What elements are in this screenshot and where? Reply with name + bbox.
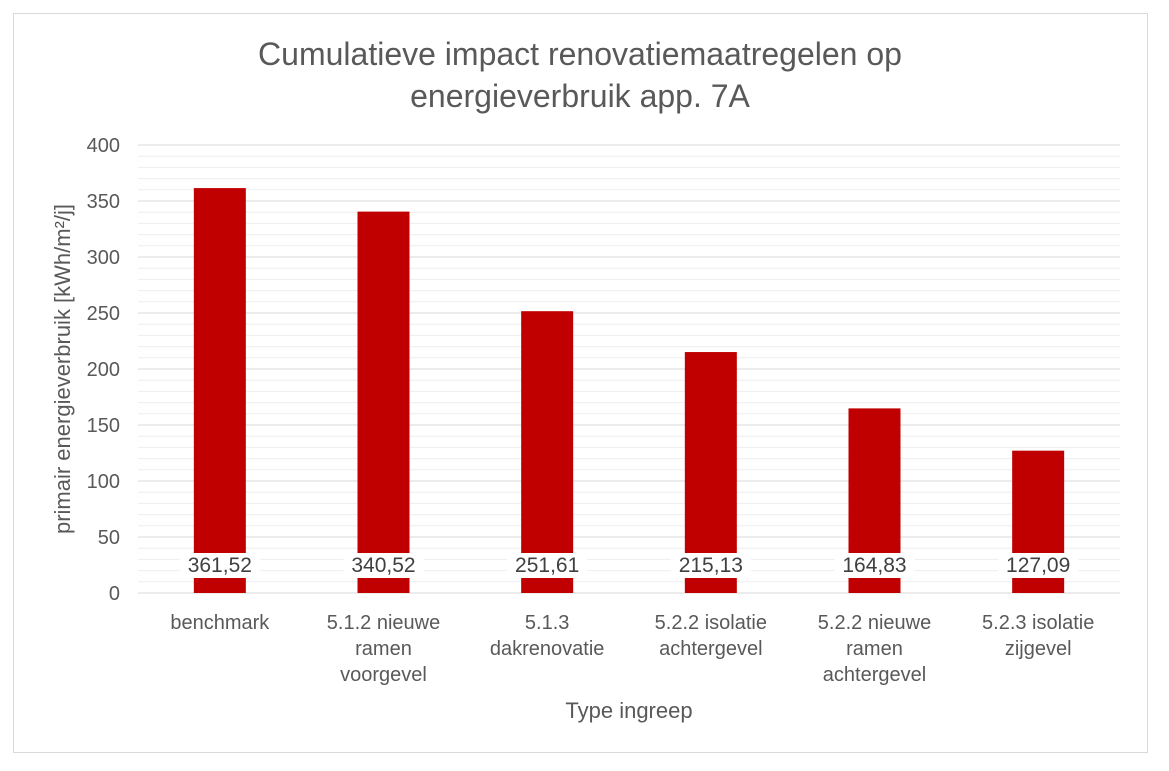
x-category-label: achtergevel (823, 664, 926, 686)
x-category-label: ramen (846, 638, 903, 660)
bar (193, 188, 246, 593)
x-category-label: benchmark (170, 612, 270, 634)
y-tick-label: 150 (87, 415, 120, 437)
data-label-background (507, 553, 588, 578)
data-label-background (179, 553, 260, 578)
y-tick-labels: 0 50 100 150 200 250 300 350 400 (87, 135, 120, 605)
bar (521, 311, 574, 593)
bars (193, 188, 1065, 593)
data-label: 251,61 (515, 554, 579, 577)
x-category-label: zijgevel (1005, 638, 1072, 660)
x-category-label: 5.2.3 isolatie (982, 612, 1094, 634)
y-tick-label: 350 (87, 191, 120, 213)
y-tick-label: 0 (109, 583, 120, 605)
y-tick-label: 400 (87, 135, 120, 157)
x-axis-title: Type ingreep (565, 698, 692, 723)
x-category-label: ramen (355, 638, 412, 660)
data-label-background (343, 553, 424, 578)
chart-title: Cumulatieve impact renovatiemaatregelen … (258, 36, 902, 114)
bar (357, 211, 410, 593)
x-category-label: 5.1.3 (525, 612, 569, 634)
data-labels: 361,52 340,52 251,61 215,13 164,83 127,09 (179, 553, 1079, 578)
data-label: 340,52 (351, 554, 415, 577)
x-category-label: voorgevel (340, 664, 427, 686)
x-category-label: dakrenovatie (490, 638, 605, 660)
bar (684, 352, 737, 593)
y-tick-label: 300 (87, 247, 120, 269)
y-tick-label: 200 (87, 359, 120, 381)
data-label-background (670, 553, 751, 578)
x-category-label: 5.1.2 nieuwe (327, 612, 440, 634)
x-category-label: 5.2.2 isolatie (655, 612, 767, 634)
y-tick-label: 100 (87, 471, 120, 493)
x-category-labels: benchmark 5.1.2 nieuwe ramen voorgevel 5.1.3… (170, 612, 1094, 686)
data-label-background (834, 553, 915, 578)
y-tick-label: 250 (87, 303, 120, 325)
y-tick-label: 50 (98, 527, 120, 549)
data-label: 361,52 (188, 554, 252, 577)
data-label-background (998, 553, 1079, 578)
x-category-label: achtergevel (659, 638, 762, 660)
data-label: 127,09 (1006, 554, 1070, 577)
data-label: 164,83 (842, 554, 906, 577)
chart-title-line: Cumulatieve impact renovatiemaatregelen … (258, 36, 902, 72)
gridlines (138, 144, 1120, 594)
chart-title-line: energieverbruik app. 7A (410, 78, 750, 114)
y-axis-title: primair energieverbruik [kWh/m²/j] (50, 204, 75, 534)
data-label: 215,13 (679, 554, 743, 577)
x-category-label: 5.2.2 nieuwe (818, 612, 931, 634)
